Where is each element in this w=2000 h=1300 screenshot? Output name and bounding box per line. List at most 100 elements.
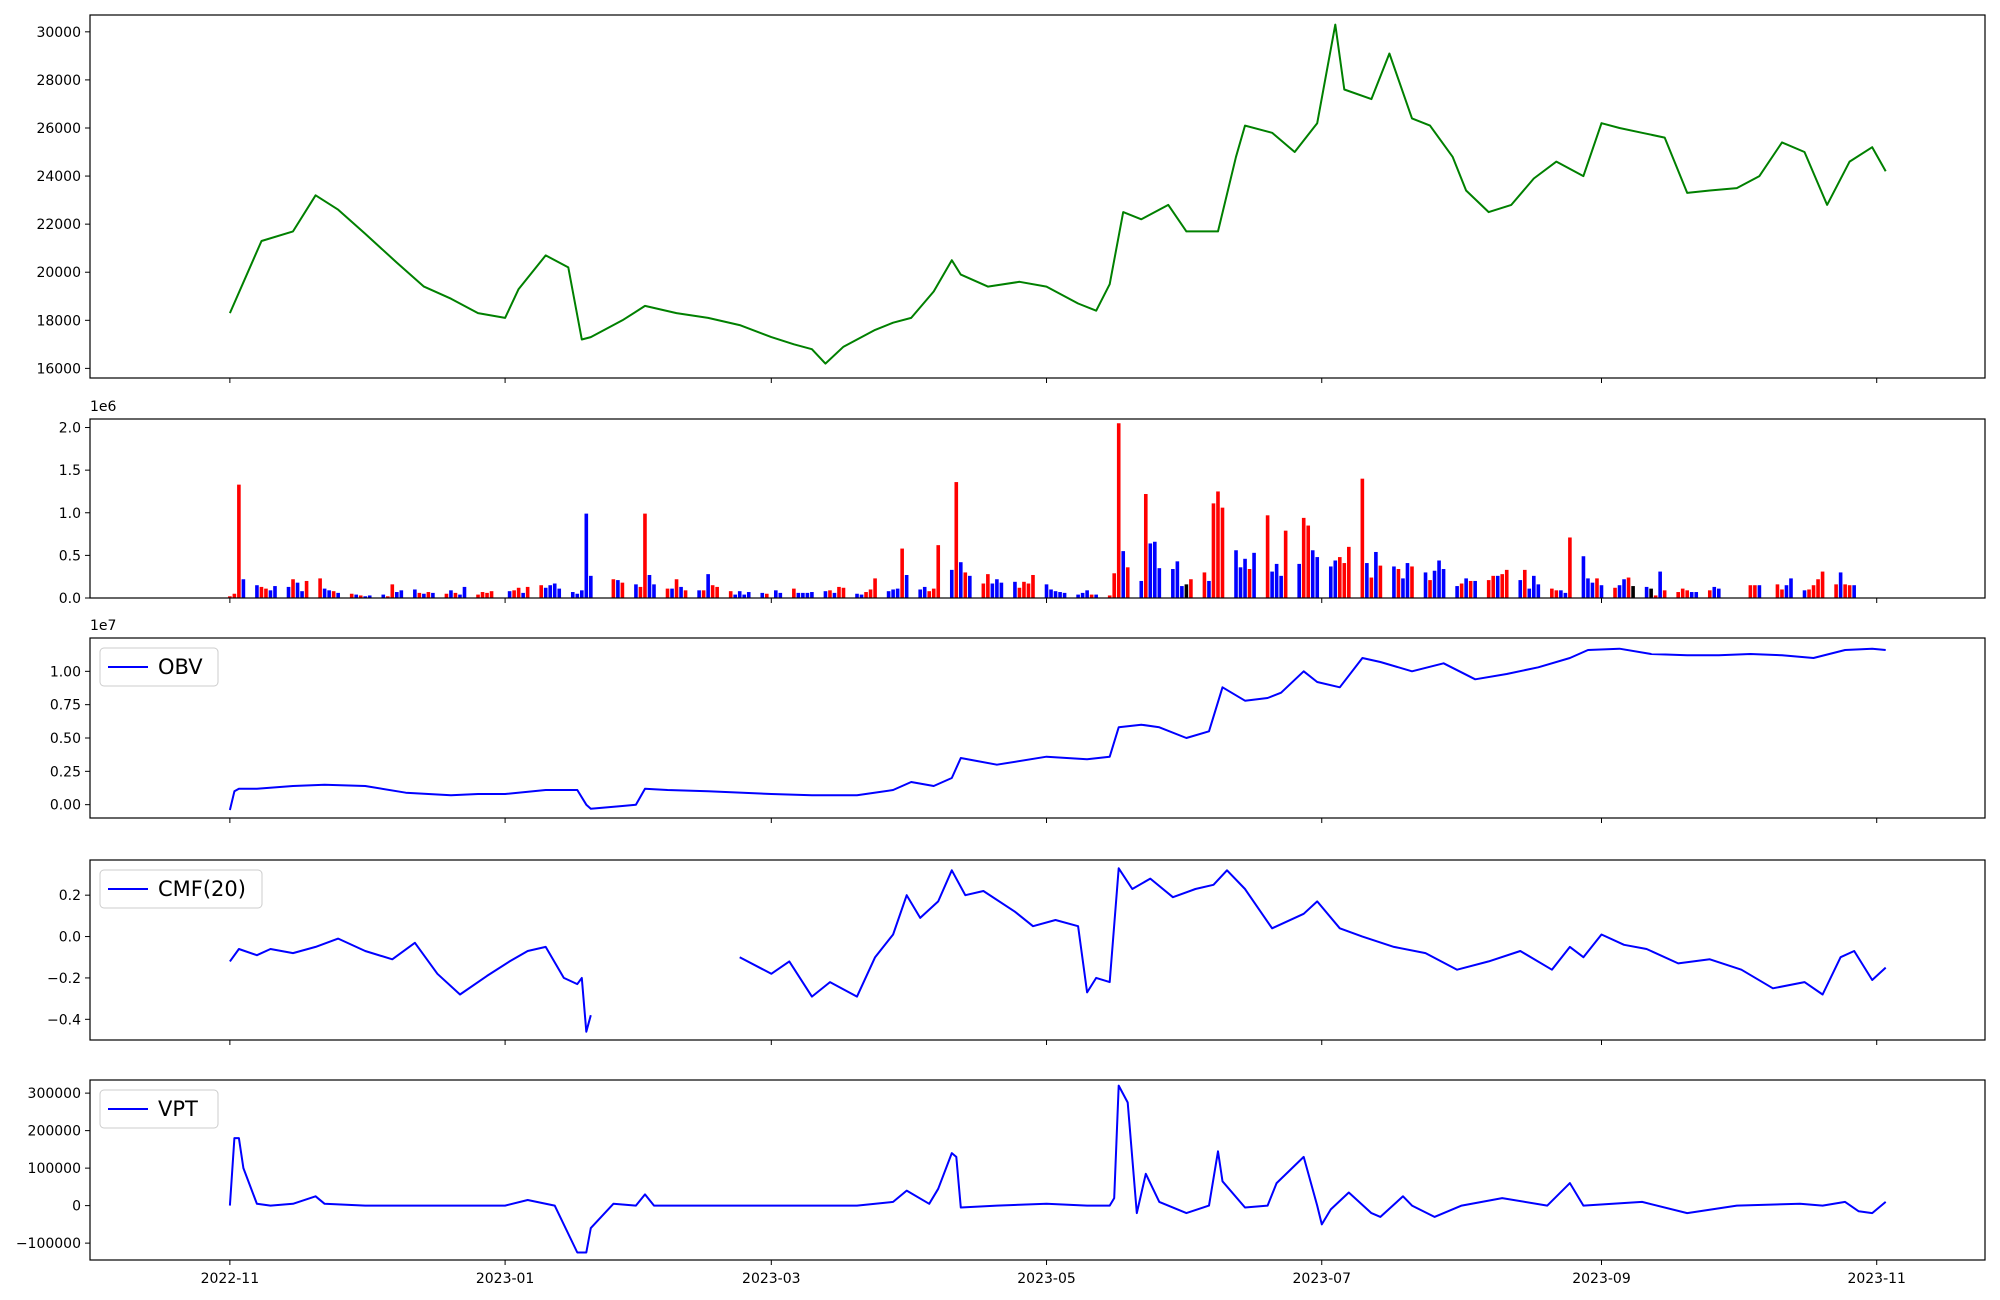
volume-bar: [422, 593, 426, 598]
volume-bar: [1238, 567, 1243, 598]
volume-bar: [1337, 557, 1342, 598]
volume-bar: [864, 592, 868, 598]
vpt-series-line: [228, 1084, 1887, 1254]
volume-bar: [1013, 581, 1017, 598]
price-data: [228, 23, 1887, 365]
volume-bar: [1789, 578, 1793, 598]
volume-bar: [701, 590, 706, 598]
volume-bar: [1504, 569, 1509, 598]
volume-bar: [837, 586, 841, 598]
volume-bar: [1301, 517, 1306, 598]
volume-bar: [268, 590, 273, 598]
volume-bar: [1518, 580, 1523, 598]
volume-bar: [1315, 557, 1320, 598]
volume-bar: [1486, 580, 1491, 598]
volume-bar: [1283, 530, 1288, 598]
volume-bar: [1405, 563, 1410, 598]
volume-bar: [1423, 572, 1428, 598]
volume-bar: [259, 586, 264, 598]
volume-bar: [480, 592, 485, 598]
volume-bar: [1852, 585, 1856, 598]
vpt-ytick-label: 100000: [28, 1161, 81, 1177]
volume-bar: [1247, 569, 1252, 598]
volume-bar: [358, 595, 363, 598]
vpt-axes-frame: [89, 1079, 1986, 1261]
volume-bar: [1644, 586, 1649, 598]
volume-bar: [931, 588, 936, 598]
volume-bar: [1595, 578, 1599, 598]
volume-bar: [516, 587, 521, 598]
volume-bar: [986, 574, 990, 598]
volume-bar: [449, 590, 453, 598]
vpt-ytick-label: 0: [72, 1199, 81, 1215]
volume-bar: [1757, 585, 1762, 598]
volume-bar: [1581, 556, 1586, 598]
volume-bar: [589, 575, 593, 598]
volume-bar: [349, 593, 354, 598]
volume-bar: [1157, 568, 1162, 598]
cmf-data: [229, 867, 1887, 1033]
volume-bar: [1847, 585, 1852, 598]
cmf-series-line: [229, 937, 592, 1033]
volume-bar: [241, 579, 246, 598]
volume-bar: [1802, 590, 1807, 598]
vpt-ytick-label: −100000: [16, 1236, 81, 1252]
volume-bar: [1622, 579, 1626, 598]
vpt-legend-label: VPT: [158, 1097, 198, 1121]
volume-bar: [552, 583, 557, 598]
volume-bar: [805, 592, 810, 598]
volume-bar: [958, 562, 963, 598]
volume-bar: [1820, 571, 1825, 598]
volume-bar: [512, 590, 516, 598]
volume-bar: [1617, 585, 1622, 598]
cmf-ytick-label: −0.4: [47, 1012, 81, 1028]
cmf-axes-frame: [89, 859, 1986, 1041]
obv-panel: 0.00 0.25 0.50 0.75 1.00 1e7 OBV: [50, 618, 1986, 823]
volume-bar: [331, 591, 336, 598]
volume-bar: [255, 585, 259, 598]
volume-bar: [1685, 590, 1690, 598]
volume-bar: [981, 583, 986, 598]
volume-bar: [1175, 561, 1180, 598]
volume-bar: [1396, 569, 1401, 598]
volume-bar: [1094, 594, 1098, 598]
obv-ytick-label: 1.00: [50, 664, 81, 680]
volume-bar: [1676, 592, 1680, 598]
volume-bar: [273, 586, 277, 598]
volume-bar: [1712, 586, 1717, 598]
volume-bar: [1527, 588, 1532, 598]
volume-bar: [228, 596, 232, 598]
volume-bar: [1107, 595, 1112, 598]
volume-bar: [1410, 566, 1414, 598]
volume-bar: [1365, 563, 1369, 598]
x-tick-label: 2023-05: [1017, 1271, 1076, 1287]
volume-bar: [1076, 594, 1080, 598]
volume-bar: [1342, 563, 1347, 598]
volume-bar: [1834, 584, 1838, 598]
volume-bar: [1500, 574, 1505, 598]
volume-bar: [1843, 584, 1847, 598]
volume-bar: [1184, 584, 1189, 598]
vpt-legend: VPT: [99, 1089, 219, 1129]
volume-bar: [715, 586, 719, 598]
volume-bar: [774, 590, 778, 598]
volume-bar: [286, 586, 291, 598]
volume-ytick-label: 0.5: [59, 548, 81, 564]
volume-bar: [634, 584, 638, 598]
obv-axis-exponent: 1e7: [90, 618, 116, 634]
volume-bar: [1716, 588, 1721, 598]
obv-legend-label: OBV: [158, 655, 203, 679]
volume-bar: [841, 587, 846, 598]
plot-panels: 16000 18000 20000 22000 24000 26000 28000 30000…: [16, 14, 1986, 1287]
price-ytick-label: 30000: [36, 25, 81, 41]
volume-bar: [1085, 590, 1089, 598]
volume-bar: [1265, 515, 1270, 598]
volume-bar: [322, 588, 327, 598]
volume-bar: [1121, 551, 1126, 598]
volume-bar: [1080, 592, 1085, 598]
price-ytick-label: 22000: [36, 217, 81, 233]
volume-bar: [539, 585, 543, 598]
volume-bar: [1022, 581, 1026, 598]
volume-bar: [1468, 580, 1473, 598]
